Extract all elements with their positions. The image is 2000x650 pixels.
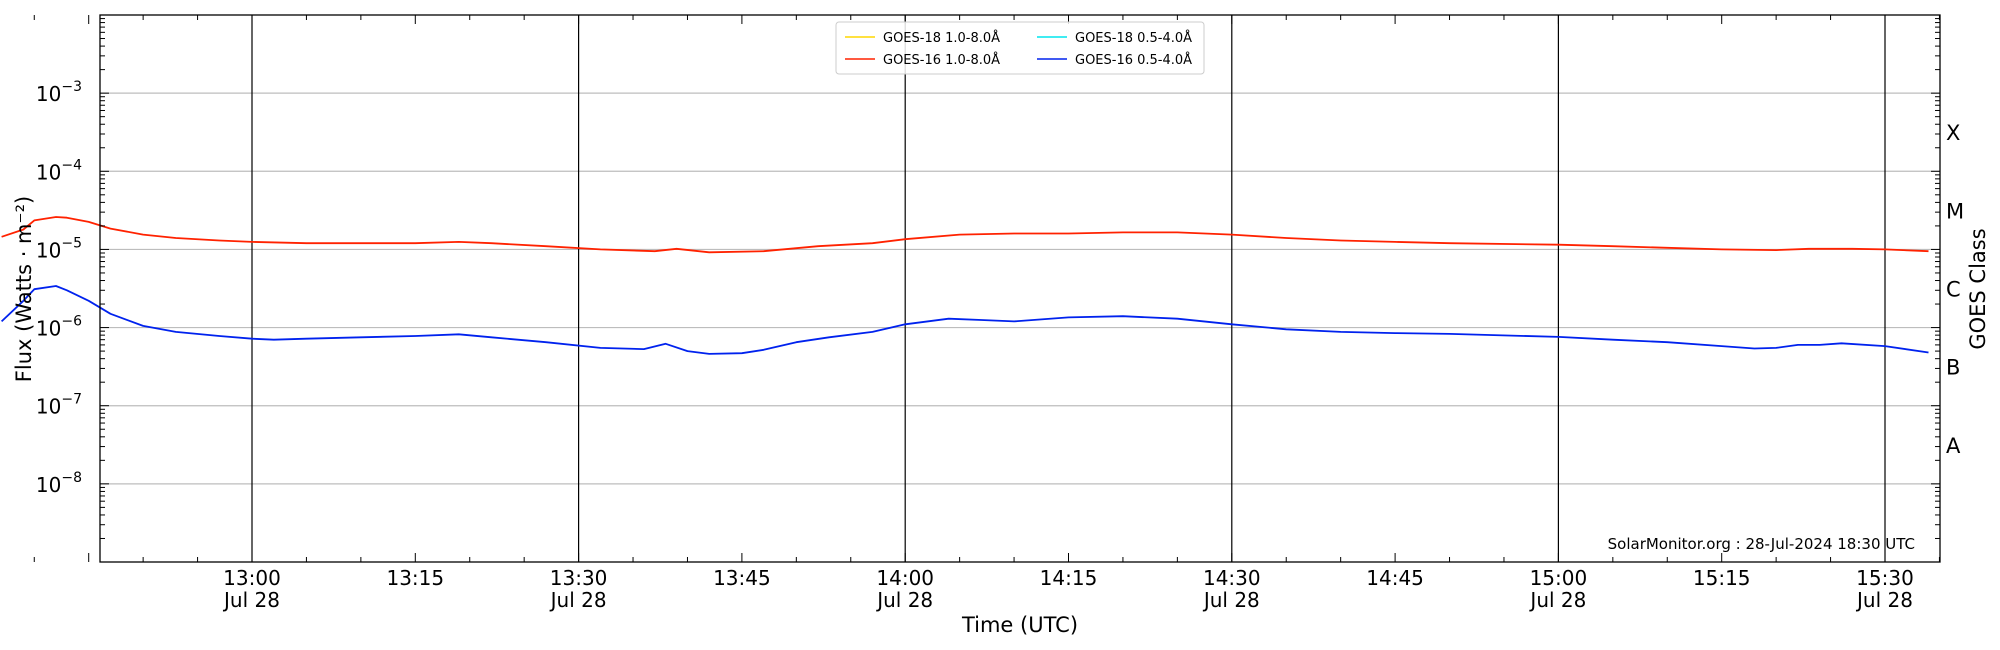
goes-class-label: C [1946, 278, 1961, 302]
x-tick-date: Jul 28 [1855, 588, 1913, 612]
goes-class-labels: X M C B A [1946, 121, 1964, 458]
y-tick-label: 10−7 [36, 392, 82, 419]
y-tick-label: 10−3 [36, 79, 82, 106]
y-tick-label: 10−6 [36, 314, 82, 341]
x-tick-label: 13:15 [386, 566, 444, 590]
x-tick-label: 15:15 [1693, 566, 1751, 590]
plot-frame [99, 14, 1941, 563]
x-tick-date: Jul 28 [222, 588, 280, 612]
flux-series-line [1, 216, 1929, 254]
x-tick-date: Jul 28 [1202, 588, 1260, 612]
half-hour-lines [251, 15, 1886, 562]
goes-class-label: A [1946, 434, 1961, 458]
legend-label: GOES-18 1.0-8.0Å [883, 30, 1000, 46]
grid-lines [100, 92, 1940, 485]
flux-series-line [0, 285, 1929, 355]
x-tick-label: 14:45 [1366, 566, 1424, 590]
y-tick-label: 10−4 [36, 157, 82, 184]
x-tick-label: 14:00 [876, 566, 934, 590]
x-tick-label: 13:00 [223, 566, 281, 590]
plot-series [0, 216, 1929, 355]
legend: GOES-18 1.0-8.0Å GOES-18 0.5-4.0Å GOES-16 … [835, 21, 1205, 75]
credit-text: SolarMonitor.org : 28-Jul-2024 18:30 UTC [1608, 535, 1915, 553]
x-tick-date: Jul 28 [1528, 588, 1586, 612]
y-tick-label: 10−8 [36, 470, 82, 497]
x-tick-label: 15:30 [1856, 566, 1914, 590]
goes-class-label: X [1946, 121, 1960, 145]
x-tick-label: 15:00 [1530, 566, 1588, 590]
legend-label: GOES-16 0.5-4.0Å [1075, 52, 1192, 68]
legend-label: GOES-18 0.5-4.0Å [1075, 30, 1192, 46]
goes-class-label: B [1946, 356, 1960, 380]
y-axis-label: Flux (Watts · m⁻²) [12, 196, 36, 382]
legend-box [835, 21, 1205, 75]
x-tick-label: 13:30 [550, 566, 608, 590]
legend-label: GOES-16 1.0-8.0Å [883, 52, 1000, 68]
x-tick-label: 14:30 [1203, 566, 1261, 590]
axis-ticks [33, 15, 1940, 563]
x-tick-label: 14:15 [1040, 566, 1098, 590]
y-tick-labels: 10−8 10−7 10−6 10−5 10−4 10−3 [36, 79, 82, 497]
goes-class-label: M [1946, 199, 1964, 223]
y-axis-right-label: GOES Class [1966, 228, 1990, 349]
x-axis-label: Time (UTC) [961, 613, 1078, 637]
x-tick-date: Jul 28 [549, 588, 607, 612]
y-tick-label: 10−5 [36, 235, 82, 262]
x-tick-date: Jul 28 [875, 588, 933, 612]
x-tick-label: 13:45 [713, 566, 771, 590]
